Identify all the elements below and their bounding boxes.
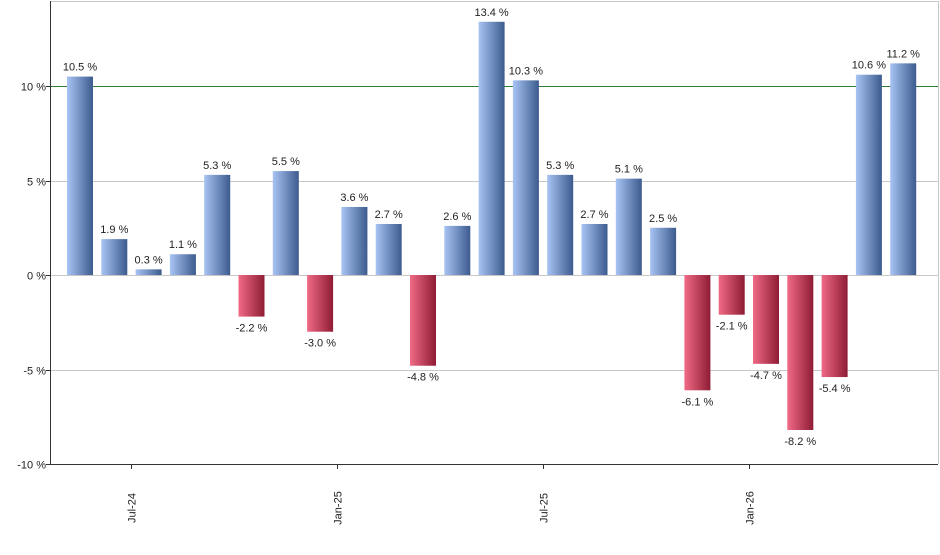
data-label: 1.1 % [169,239,197,251]
bar [787,275,814,430]
y-tick-label: 0 % [27,271,46,283]
data-label: -3.0 % [304,338,336,350]
bar [101,239,128,276]
y-tick-label: 5 % [27,177,46,189]
bar [135,269,162,276]
data-label: 0.3 % [135,254,163,266]
axes: 10 % 5 % 0 % -5 % -10 % Jul-24 Jan-25 Jul-25 Jan… [17,1,938,525]
bar [307,275,334,332]
bar [581,223,608,276]
bar [341,206,368,276]
data-label: 5.3 % [546,160,574,172]
y-tick-label: 10 % [21,82,46,94]
data-label: 10.5 % [63,62,97,74]
bar [821,275,848,378]
data-label: 5.3 % [203,160,231,172]
x-tick-label: Jan-25 [333,491,345,525]
data-label: 2.7 % [580,209,608,221]
bar [169,254,196,276]
bar [272,171,299,276]
data-label: -6.1 % [682,396,714,408]
bar [478,21,505,276]
bar [718,275,745,315]
data-label: -2.2 % [236,323,268,335]
x-tick-label: Jan-26 [745,491,757,525]
bars [67,21,917,430]
bar [204,174,231,276]
bar [512,80,539,276]
data-label: 10.6 % [852,60,886,72]
bar [753,275,779,364]
data-labels: 10.5 % 1.9 % 0.3 % 1.1 % 5.3 % -2.2 % 5.5 % -3.… [63,7,920,448]
data-label: 13.4 % [474,7,508,19]
data-label: -5.4 % [819,383,851,395]
data-label: -4.8 % [407,372,439,384]
y-tick-label: -10 % [17,460,46,472]
bar [444,225,471,276]
data-label: -4.7 % [750,370,782,382]
data-label: -2.1 % [716,321,748,333]
data-label: 2.5 % [649,213,677,225]
data-label: 2.7 % [375,209,403,221]
bar [375,223,402,276]
data-label: 10.3 % [509,65,543,77]
data-label: 2.6 % [443,211,471,223]
y-tick-label: -5 % [23,366,46,378]
bar [855,74,882,276]
bar [238,275,265,317]
bar [67,76,93,276]
bar [547,174,574,276]
bar [650,227,677,276]
x-tick-label: Jul-25 [539,493,551,523]
data-label: -8.2 % [784,436,816,448]
data-label: 5.5 % [272,156,300,168]
bar [684,275,711,391]
data-label: 1.9 % [100,224,128,236]
data-label: 11.2 % [886,48,920,60]
bar [410,275,436,366]
bar [615,178,642,276]
x-tick-label: Jul-24 [127,493,139,523]
bar [890,63,917,276]
data-label: 5.1 % [615,164,643,176]
data-label: 3.6 % [340,192,368,204]
